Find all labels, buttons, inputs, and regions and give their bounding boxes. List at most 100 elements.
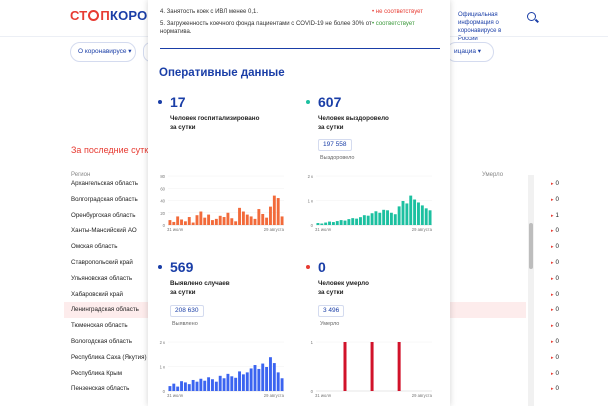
bar[interactable] xyxy=(253,218,257,225)
bar[interactable] xyxy=(211,379,214,391)
table-row[interactable]: Ульяновская область ▸ 0 xyxy=(64,271,559,287)
bar[interactable] xyxy=(226,212,230,225)
bar[interactable] xyxy=(359,217,362,225)
bar[interactable] xyxy=(203,217,207,225)
bar[interactable] xyxy=(207,214,211,225)
bar[interactable] xyxy=(238,207,241,225)
bar[interactable] xyxy=(230,218,234,225)
bar[interactable] xyxy=(393,214,397,225)
bar[interactable] xyxy=(180,219,183,225)
bar[interactable] xyxy=(261,363,265,391)
bar[interactable] xyxy=(420,205,424,225)
bar[interactable] xyxy=(417,202,420,225)
bar[interactable] xyxy=(245,214,249,225)
bar[interactable] xyxy=(405,203,409,225)
bar[interactable] xyxy=(280,216,284,225)
bar[interactable] xyxy=(276,198,280,225)
bar[interactable] xyxy=(168,220,172,225)
bar[interactable] xyxy=(187,217,191,225)
site-logo[interactable]: СТПКОРОНАВИ xyxy=(70,8,150,23)
bar[interactable] xyxy=(253,365,257,391)
table-row[interactable]: Архангельская область ▸ 0 xyxy=(64,176,559,192)
bar[interactable] xyxy=(241,374,245,391)
bar[interactable] xyxy=(218,375,222,391)
bar[interactable] xyxy=(199,211,203,225)
bar[interactable] xyxy=(331,222,335,225)
bar[interactable] xyxy=(265,217,269,225)
table-row[interactable]: Ставропольский край ▸ 0 xyxy=(64,255,559,271)
table-row[interactable]: Оренбургская область ▸ 1 xyxy=(64,208,559,224)
bar[interactable] xyxy=(280,378,284,391)
bar[interactable] xyxy=(355,218,359,225)
bar[interactable] xyxy=(362,215,366,225)
bar[interactable] xyxy=(226,373,230,391)
bar[interactable] xyxy=(351,218,355,225)
bar[interactable] xyxy=(261,213,265,225)
bar[interactable] xyxy=(374,211,378,225)
bar[interactable] xyxy=(409,195,413,225)
bar[interactable] xyxy=(316,223,320,225)
table-row[interactable]: Вологодская область ▸ 0 xyxy=(64,334,559,350)
bar[interactable] xyxy=(328,221,331,225)
bar[interactable] xyxy=(378,212,382,225)
bar[interactable] xyxy=(257,368,261,391)
bar[interactable] xyxy=(386,210,389,225)
bar[interactable] xyxy=(191,379,195,391)
bar[interactable] xyxy=(245,372,249,391)
bar[interactable] xyxy=(211,220,214,225)
bar[interactable] xyxy=(324,222,328,225)
bar[interactable] xyxy=(234,377,238,391)
bar[interactable] xyxy=(335,221,339,225)
bar[interactable] xyxy=(320,223,324,225)
bar[interactable] xyxy=(413,199,417,225)
bar[interactable] xyxy=(207,377,211,391)
bar[interactable] xyxy=(424,208,428,225)
bar[interactable] xyxy=(343,220,347,225)
table-row[interactable]: Хабаровский край ▸ 0 xyxy=(64,287,559,303)
bar[interactable] xyxy=(234,221,238,225)
table-row[interactable]: Пензенская область ▸ 0 xyxy=(64,381,559,397)
bar[interactable] xyxy=(370,342,374,391)
bar[interactable] xyxy=(276,372,280,391)
bar[interactable] xyxy=(195,381,199,391)
bar[interactable] xyxy=(195,215,199,225)
bar[interactable] xyxy=(203,380,207,391)
bar[interactable] xyxy=(389,212,393,225)
bar[interactable] xyxy=(343,342,347,391)
bar[interactable] xyxy=(183,382,187,391)
bar[interactable] xyxy=(339,220,343,225)
table-row[interactable]: Республика Саха (Якутия) ▸ 0 xyxy=(64,350,559,366)
table-row[interactable]: Республика Крым ▸ 0 xyxy=(64,366,559,382)
bar[interactable] xyxy=(172,221,176,225)
nav-about-coronavirus[interactable]: О коронавирусе ▾ xyxy=(70,42,136,62)
bar[interactable] xyxy=(222,217,226,225)
scrollbar-thumb[interactable] xyxy=(529,223,533,269)
bar[interactable] xyxy=(180,381,183,391)
bar[interactable] xyxy=(176,386,180,391)
bar[interactable] xyxy=(172,383,176,391)
bar[interactable] xyxy=(176,216,180,225)
bar[interactable] xyxy=(401,200,405,225)
bar[interactable] xyxy=(187,384,191,391)
bar[interactable] xyxy=(183,221,187,225)
bar[interactable] xyxy=(249,368,253,391)
bar[interactable] xyxy=(222,378,226,391)
bar[interactable] xyxy=(347,219,351,225)
table-row[interactable]: Тюменская область ▸ 0 xyxy=(64,318,559,334)
bar[interactable] xyxy=(241,211,245,225)
bar[interactable] xyxy=(397,342,401,391)
bar[interactable] xyxy=(214,381,218,391)
bar[interactable] xyxy=(428,210,432,225)
bar[interactable] xyxy=(370,213,374,225)
bar[interactable] xyxy=(382,209,386,225)
table-row[interactable]: Омская область ▸ 0 xyxy=(64,239,559,255)
bar[interactable] xyxy=(269,357,272,391)
bar[interactable] xyxy=(191,222,195,225)
table-scrollbar[interactable] xyxy=(528,175,534,406)
bar[interactable] xyxy=(230,376,234,391)
bar[interactable] xyxy=(168,386,172,391)
bar[interactable] xyxy=(269,206,272,225)
nav-item-vaccination[interactable]: ицациа ▾ xyxy=(446,42,494,62)
bar[interactable] xyxy=(265,366,269,391)
bar[interactable] xyxy=(257,209,261,225)
